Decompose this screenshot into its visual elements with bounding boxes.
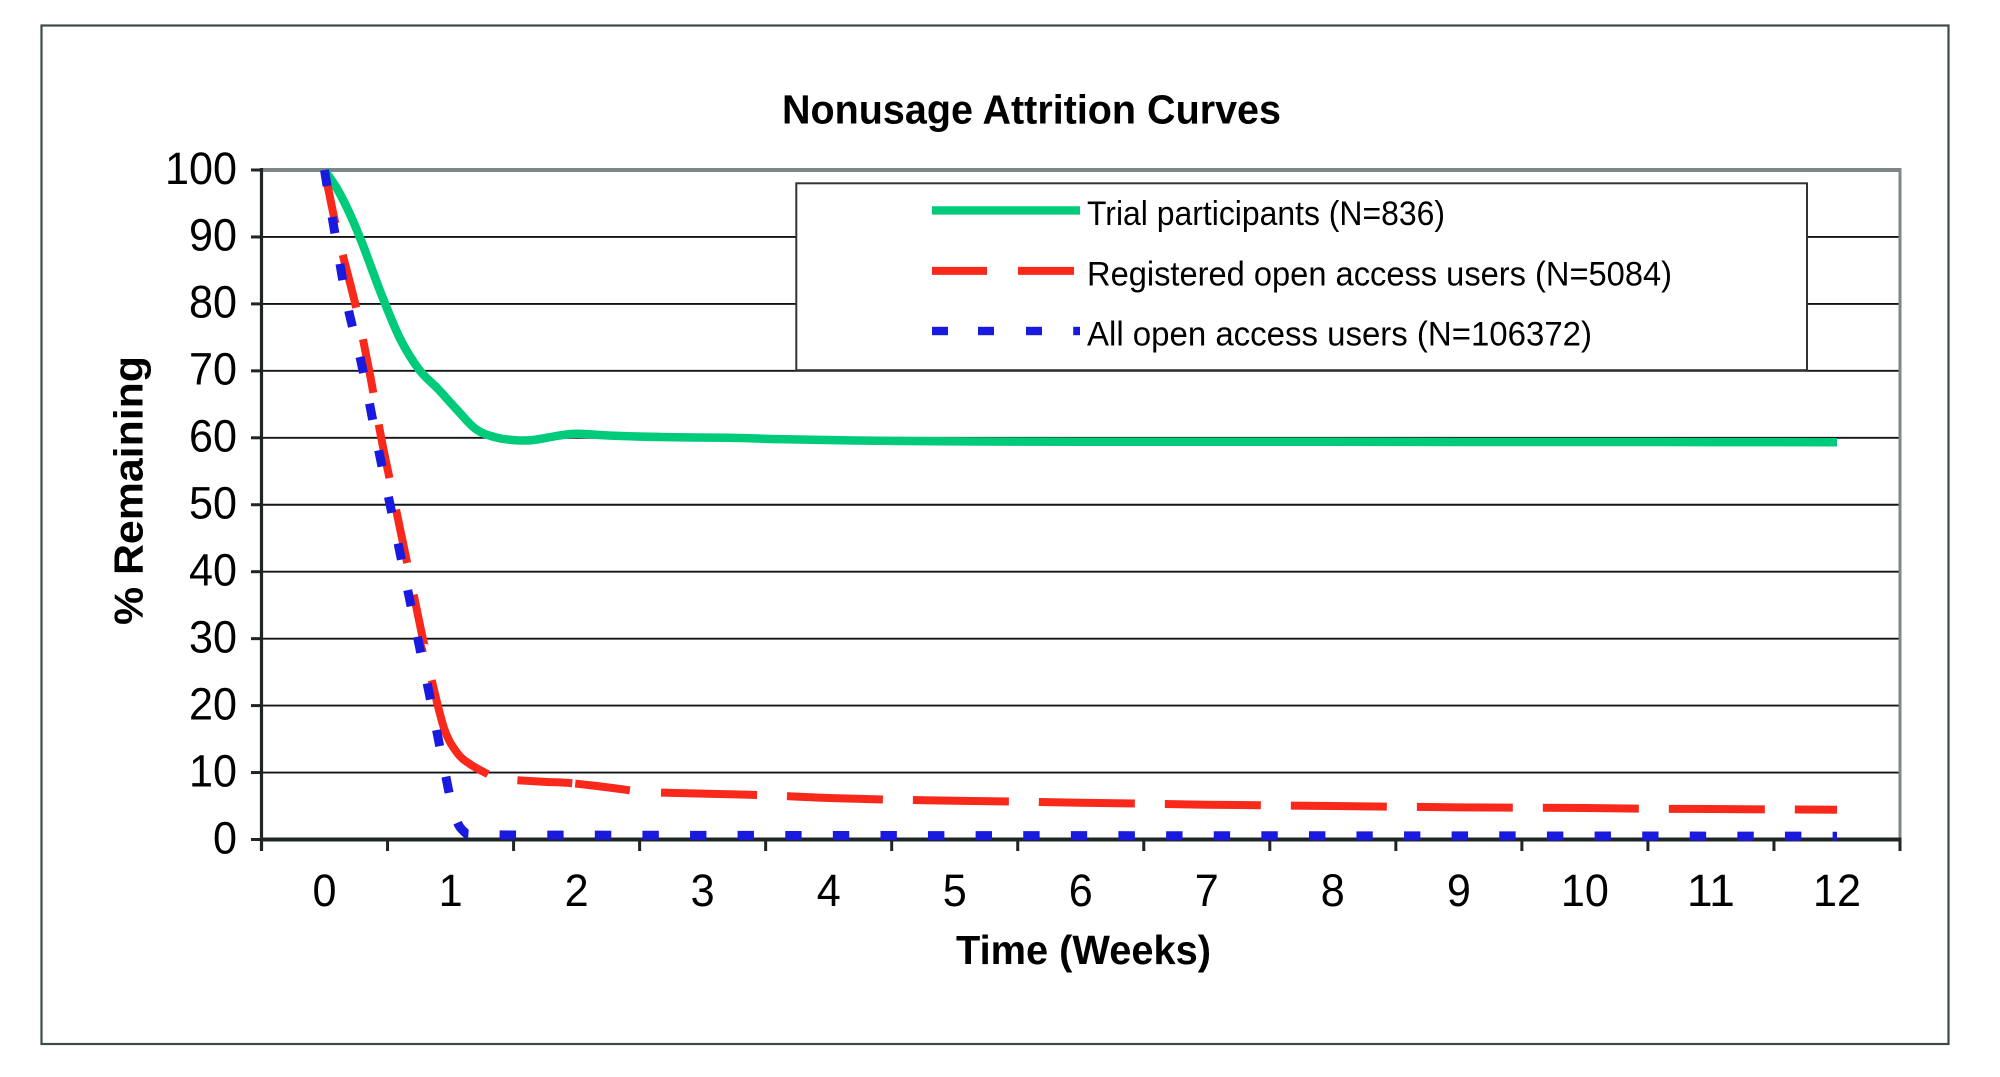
- svg-text:All open access users (N=10637: All open access users (N=106372): [1087, 315, 1592, 353]
- svg-text:Trial participants (N=836): Trial participants (N=836): [1087, 195, 1445, 233]
- svg-text:5: 5: [943, 865, 967, 916]
- svg-text:9: 9: [1447, 865, 1471, 916]
- svg-text:Registered open access users (: Registered open access users (N=5084): [1087, 255, 1672, 293]
- svg-text:10: 10: [1561, 865, 1609, 916]
- svg-text:6: 6: [1069, 865, 1093, 916]
- svg-text:% Remaining: % Remaining: [106, 356, 152, 625]
- svg-text:80: 80: [189, 277, 237, 328]
- svg-text:0: 0: [313, 865, 337, 916]
- svg-text:2: 2: [565, 865, 589, 916]
- svg-text:90: 90: [189, 210, 237, 261]
- svg-text:1: 1: [439, 865, 463, 916]
- svg-text:Nonusage Attrition Curves: Nonusage Attrition Curves: [782, 87, 1281, 133]
- svg-text:40: 40: [189, 545, 237, 596]
- svg-text:100: 100: [165, 143, 237, 194]
- svg-text:60: 60: [189, 411, 237, 462]
- svg-text:30: 30: [189, 611, 237, 662]
- svg-text:50: 50: [189, 478, 237, 529]
- svg-text:10: 10: [189, 745, 237, 796]
- svg-text:70: 70: [189, 344, 237, 395]
- svg-text:0: 0: [213, 812, 237, 863]
- svg-text:3: 3: [691, 865, 715, 916]
- svg-text:4: 4: [817, 865, 841, 916]
- svg-text:8: 8: [1321, 865, 1345, 916]
- svg-text:11: 11: [1687, 865, 1735, 916]
- svg-text:Time (Weeks): Time (Weeks): [956, 927, 1211, 973]
- svg-text:12: 12: [1813, 865, 1861, 916]
- svg-text:20: 20: [189, 678, 237, 729]
- svg-text:7: 7: [1195, 865, 1219, 916]
